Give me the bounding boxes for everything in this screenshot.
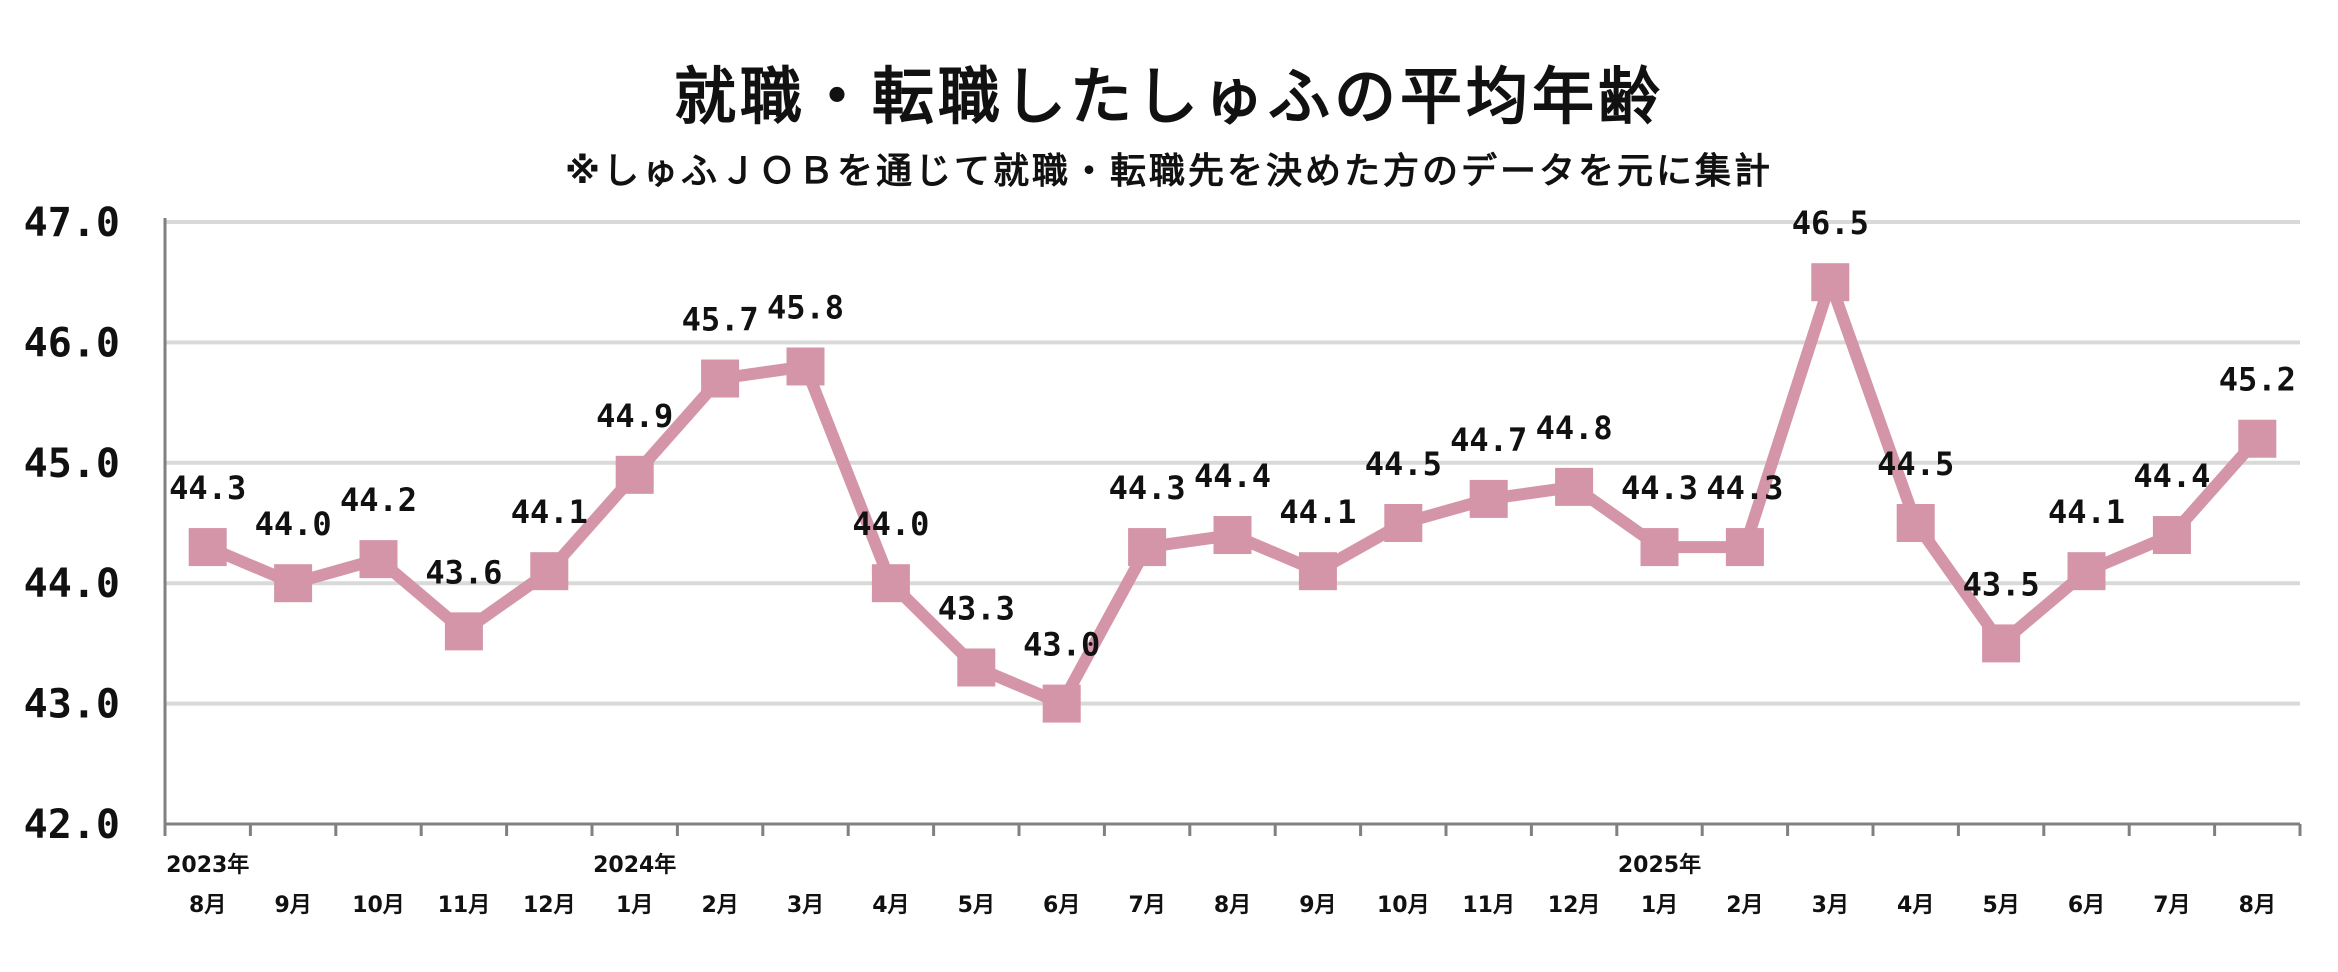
data-label: 44.1 [511, 493, 588, 531]
x-month-label: 5月 [1982, 893, 2019, 918]
y-tick-label: 44.0 [24, 561, 120, 607]
data-label: 44.5 [1877, 445, 1954, 483]
x-year-label: 2024年 [593, 852, 676, 878]
data-point [444, 612, 483, 651]
gridlines [165, 220, 2300, 706]
data-label: 45.7 [682, 301, 759, 339]
data-label: 44.5 [1365, 445, 1442, 483]
x-month-label: 9月 [274, 893, 311, 918]
data-label: 44.0 [255, 505, 332, 543]
x-year-label: 2023年 [166, 852, 249, 878]
x-axis-labels: 2023年 8月 9月 10月 11月 12月 2024年 1月 2月 3月 4月 5月 6月 7月 8月 9… [166, 852, 2276, 918]
data-point [1982, 624, 2021, 663]
x-year-label: 2025年 [1618, 852, 1701, 878]
x-month-label: 8月 [189, 893, 226, 918]
data-label: 43.5 [1963, 565, 2040, 603]
data-label: 43.6 [425, 553, 502, 591]
x-month-label: 9月 [1299, 893, 1336, 918]
data-point [1469, 479, 1508, 518]
y-tick-label: 42.0 [24, 802, 120, 848]
data-series [188, 263, 2277, 723]
chart-subtitle: ※しゅふＪＯＢを通じて就職・転職先を決めた方のデータを元に集計 [565, 151, 1773, 192]
x-month-label: 1月 [616, 893, 653, 918]
data-point [188, 528, 227, 567]
data-label: 44.9 [596, 397, 673, 435]
x-month-label: 3月 [787, 893, 824, 918]
data-point [786, 347, 825, 386]
data-point [1128, 528, 1167, 567]
x-month-label: 8月 [2239, 893, 2276, 918]
x-month-label: 4月 [872, 893, 909, 918]
data-label: 43.0 [1023, 626, 1100, 664]
data-point [2152, 516, 2191, 555]
data-label: 45.8 [767, 288, 844, 326]
data-point [615, 455, 654, 494]
data-label: 46.5 [1792, 204, 1869, 242]
x-month-label: 11月 [438, 893, 491, 918]
data-label: 44.4 [2133, 457, 2210, 495]
x-month-label: 4月 [1897, 893, 1934, 918]
data-label: 44.7 [1450, 421, 1527, 459]
data-point [274, 564, 313, 603]
chart-title: 就職・転職したしゅふの平均年齢 [673, 60, 1664, 133]
data-label: 44.3 [1621, 469, 1698, 507]
data-label: 43.3 [938, 589, 1015, 627]
data-point [2238, 419, 2277, 458]
x-month-label: 10月 [352, 893, 405, 918]
x-month-label: 2月 [1726, 893, 1763, 918]
data-point [359, 540, 398, 579]
data-point [957, 648, 996, 687]
x-month-label: 7月 [2153, 893, 2190, 918]
x-month-label: 12月 [523, 893, 576, 918]
data-point [1384, 504, 1423, 542]
x-month-label: 11月 [1462, 893, 1515, 918]
y-tick-label: 46.0 [24, 320, 120, 366]
data-point [1213, 516, 1252, 555]
data-point [2067, 552, 2106, 591]
data-label: 44.1 [2048, 493, 2125, 531]
data-label: 44.3 [1706, 469, 1783, 507]
data-label: 44.4 [1194, 457, 1271, 495]
x-month-label: 10月 [1377, 893, 1430, 918]
data-label: 44.3 [169, 469, 246, 507]
y-tick-label: 45.0 [24, 441, 120, 487]
data-point [1298, 552, 1337, 591]
data-label: 45.2 [2219, 361, 2296, 399]
x-month-label: 7月 [1128, 893, 1165, 918]
data-point [701, 359, 740, 398]
x-month-label: 6月 [2068, 893, 2105, 918]
data-label: 44.0 [852, 505, 929, 543]
y-axis-ticks: 42.0 43.0 44.0 45.0 46.0 47.0 [24, 200, 120, 848]
data-point [1555, 467, 1594, 506]
data-point [1640, 528, 1679, 567]
x-month-label: 5月 [958, 893, 995, 918]
data-point [1896, 504, 1935, 542]
data-point [1725, 528, 1764, 567]
x-month-label: 3月 [1812, 893, 1849, 918]
x-month-label: 12月 [1548, 893, 1601, 918]
axes [163, 218, 2302, 836]
y-tick-label: 47.0 [24, 200, 120, 246]
x-month-label: 8月 [1214, 893, 1251, 918]
data-label: 44.2 [340, 481, 417, 519]
y-tick-label: 43.0 [24, 682, 120, 728]
data-point [871, 564, 910, 603]
data-label: 44.3 [1109, 469, 1186, 507]
data-point [1042, 684, 1081, 723]
data-label: 44.1 [1279, 493, 1356, 531]
data-label: 44.8 [1536, 409, 1613, 447]
data-labels: 44.344.044.243.644.144.945.7 45.844.043.3… [169, 204, 2296, 663]
data-point [1811, 263, 1850, 302]
x-month-label: 6月 [1043, 893, 1080, 918]
x-month-label: 2月 [701, 893, 738, 918]
data-point [530, 552, 569, 591]
x-month-label: 1月 [1641, 893, 1678, 918]
